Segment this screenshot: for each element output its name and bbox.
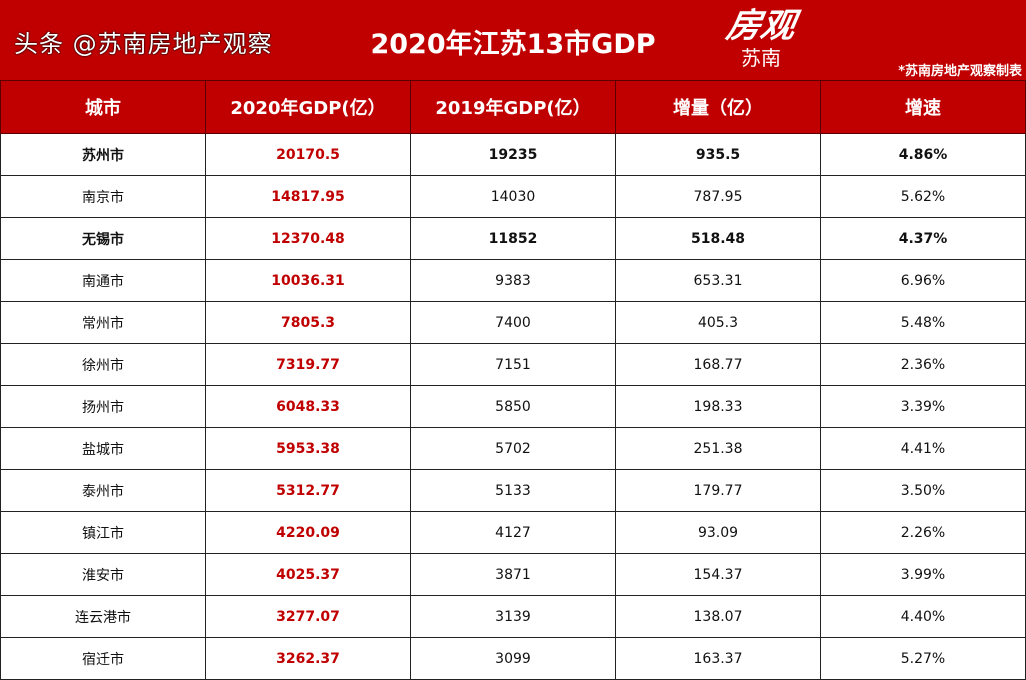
cell-increase: 198.33 [615,385,821,428]
cell-city: 盐城市 [0,427,206,470]
cell-rate: 2.36% [820,343,1026,386]
cell-gdp2019: 3871 [410,553,616,596]
cell-city: 苏州市 [0,133,206,176]
cell-gdp2020: 5312.77 [205,469,411,512]
cell-gdp2019: 5850 [410,385,616,428]
col-gdp2019: 2019年GDP(亿） [410,80,616,134]
watermark: 头条 @苏南房地产观察 [14,30,273,58]
cell-rate: 4.41% [820,427,1026,470]
cell-increase: 653.31 [615,259,821,302]
cell-increase: 518.48 [615,217,821,260]
cell-gdp2020: 6048.33 [205,385,411,428]
table-row: 泰州市 5312.77 5133 179.77 3.50% [0,469,1026,512]
cell-gdp2020: 3262.37 [205,637,411,680]
cell-gdp2019: 9383 [410,259,616,302]
cell-city: 常州市 [0,301,206,344]
cell-gdp2019: 7151 [410,343,616,386]
cell-city: 淮安市 [0,553,206,596]
table-body: 苏州市 20170.5 19235 935.5 4.86% 南京市 14817.95 1403… [0,133,1026,680]
table-row: 无锡市 12370.48 11852 518.48 4.37% [0,217,1026,260]
cell-rate: 6.96% [820,259,1026,302]
cell-city: 镇江市 [0,511,206,554]
cell-rate: 3.50% [820,469,1026,512]
cell-gdp2020: 10036.31 [205,259,411,302]
cell-gdp2020: 12370.48 [205,217,411,260]
cell-increase: 168.77 [615,343,821,386]
cell-gdp2020: 7319.77 [205,343,411,386]
cell-gdp2019: 5133 [410,469,616,512]
cell-gdp2019: 3139 [410,595,616,638]
table-row: 扬州市 6048.33 5850 198.33 3.39% [0,385,1026,428]
table-row: 镇江市 4220.09 4127 93.09 2.26% [0,511,1026,554]
cell-increase: 163.37 [615,637,821,680]
cell-rate: 5.62% [820,175,1026,218]
cell-rate: 5.48% [820,301,1026,344]
cell-gdp2019: 3099 [410,637,616,680]
cell-increase: 405.3 [615,301,821,344]
cell-rate: 5.27% [820,637,1026,680]
table-row: 南京市 14817.95 14030 787.95 5.62% [0,175,1026,218]
cell-city: 泰州市 [0,469,206,512]
cell-gdp2020: 3277.07 [205,595,411,638]
cell-rate: 3.99% [820,553,1026,596]
cell-rate: 4.37% [820,217,1026,260]
table-row: 南通市 10036.31 9383 653.31 6.96% [0,259,1026,302]
cell-gdp2020: 4025.37 [205,553,411,596]
cell-gdp2020: 20170.5 [205,133,411,176]
table-row: 徐州市 7319.77 7151 168.77 2.36% [0,343,1026,386]
table-row: 宿迁市 3262.37 3099 163.37 5.27% [0,637,1026,680]
cell-city: 宿迁市 [0,637,206,680]
cell-gdp2019: 19235 [410,133,616,176]
cell-increase: 93.09 [615,511,821,554]
cell-gdp2019: 7400 [410,301,616,344]
cell-increase: 251.38 [615,427,821,470]
cell-gdp2019: 11852 [410,217,616,260]
table-row: 连云港市 3277.07 3139 138.07 4.40% [0,595,1026,638]
logo: 房观 苏南 [716,6,806,76]
table-row: 常州市 7805.3 7400 405.3 5.48% [0,301,1026,344]
cell-rate: 2.26% [820,511,1026,554]
table-row: 苏州市 20170.5 19235 935.5 4.86% [0,133,1026,176]
cell-increase: 138.07 [615,595,821,638]
credit-note: *苏南房地产观察制表 [898,64,1022,79]
cell-city: 无锡市 [0,217,206,260]
table-row: 淮安市 4025.37 3871 154.37 3.99% [0,553,1026,596]
table-row: 盐城市 5953.38 5702 251.38 4.41% [0,427,1026,470]
cell-rate: 4.40% [820,595,1026,638]
cell-increase: 935.5 [615,133,821,176]
cell-rate: 3.39% [820,385,1026,428]
cell-rate: 4.86% [820,133,1026,176]
col-gdp2020: 2020年GDP(亿） [205,80,411,134]
cell-gdp2020: 14817.95 [205,175,411,218]
cell-city: 徐州市 [0,343,206,386]
col-rate: 增速 [820,80,1026,134]
cell-city: 南京市 [0,175,206,218]
cell-gdp2019: 14030 [410,175,616,218]
cell-gdp2020: 4220.09 [205,511,411,554]
cell-increase: 154.37 [615,553,821,596]
header-row: 城市 2020年GDP(亿） 2019年GDP(亿） 增量（亿） 增速 [0,80,1026,134]
page-title: 2020年江苏13市GDP [370,29,656,60]
title-bar: 2020年江苏13市GDP 头条 @苏南房地产观察 房观 苏南 *苏南房地产观察… [0,0,1026,80]
gdp-table: 城市 2020年GDP(亿） 2019年GDP(亿） 增量（亿） 增速 苏州市 2… [0,80,1026,680]
col-city: 城市 [0,80,206,134]
cell-increase: 787.95 [615,175,821,218]
col-increase: 增量（亿） [615,80,821,134]
logo-mark: 房观 [723,6,799,46]
cell-gdp2019: 4127 [410,511,616,554]
logo-sub: 苏南 [741,46,781,70]
cell-increase: 179.77 [615,469,821,512]
cell-city: 连云港市 [0,595,206,638]
cell-gdp2020: 5953.38 [205,427,411,470]
cell-city: 扬州市 [0,385,206,428]
cell-gdp2019: 5702 [410,427,616,470]
cell-city: 南通市 [0,259,206,302]
cell-gdp2020: 7805.3 [205,301,411,344]
